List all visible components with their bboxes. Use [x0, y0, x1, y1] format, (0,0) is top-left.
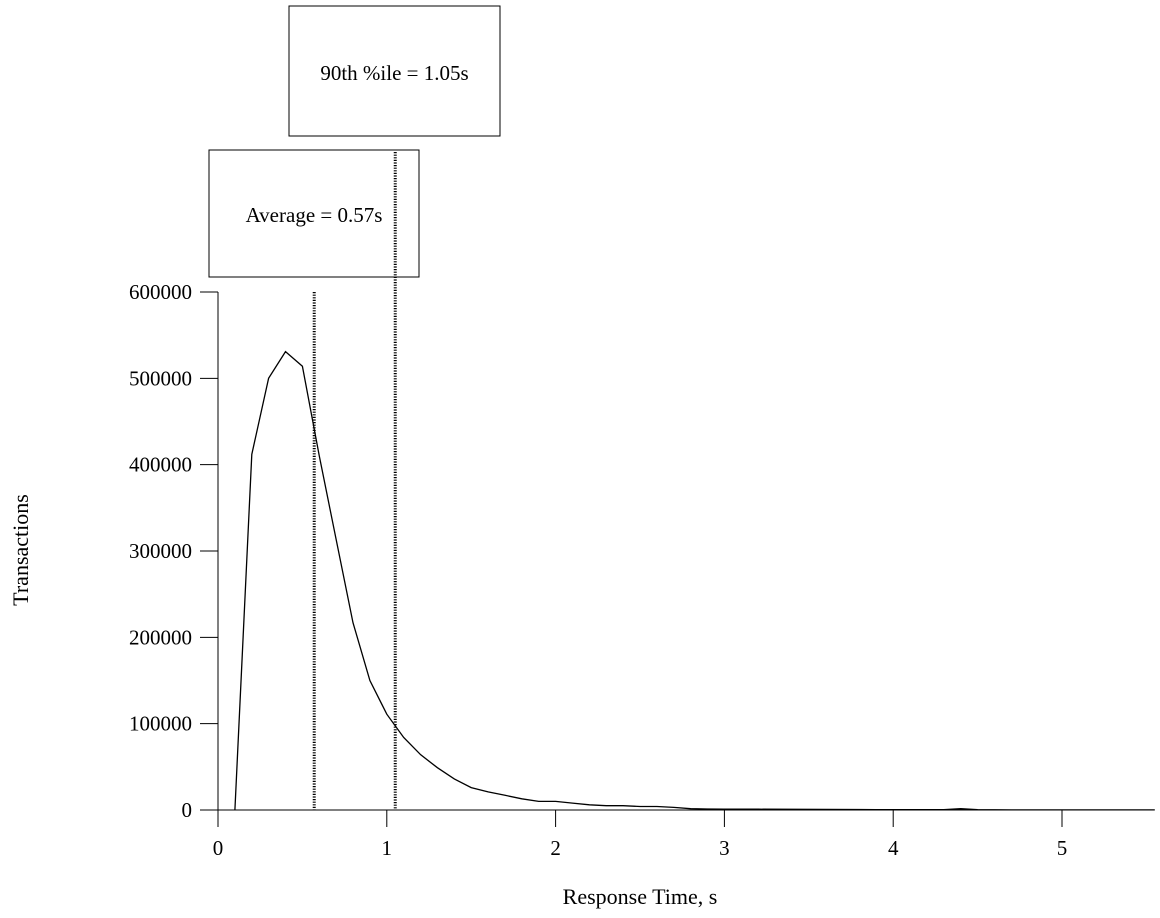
x-tick-label: 1	[382, 836, 393, 860]
y-tick-label: 300000	[129, 539, 192, 563]
series	[235, 352, 1155, 810]
y-axis-title: Transactions	[8, 494, 33, 606]
y-tick-label: 500000	[129, 366, 192, 390]
x-tick-label: 3	[719, 836, 730, 860]
axes: 0 100000 200000 300000 400000 500000 600000 0 1 2…	[129, 280, 1154, 860]
y-tick-label: 200000	[129, 625, 192, 649]
annotation-label: Average = 0.57s	[246, 203, 383, 227]
x-tick-label: 4	[888, 836, 899, 860]
x-axis-title: Response Time, s	[563, 884, 718, 909]
y-tick-label: 0	[182, 798, 193, 822]
x-tick-label: 5	[1057, 836, 1068, 860]
series-line	[235, 352, 1155, 810]
y-tick-label: 400000	[129, 453, 192, 477]
y-tick-label: 600000	[129, 280, 192, 304]
x-tick-label: 2	[550, 836, 561, 860]
marker-lines	[314, 152, 395, 810]
x-tick-label: 0	[213, 836, 224, 860]
annotation-label: 90th %ile = 1.05s	[320, 61, 468, 85]
y-tick-label: 100000	[129, 712, 192, 736]
annotations: Average = 0.57s 90th %ile = 1.05s	[209, 6, 500, 277]
